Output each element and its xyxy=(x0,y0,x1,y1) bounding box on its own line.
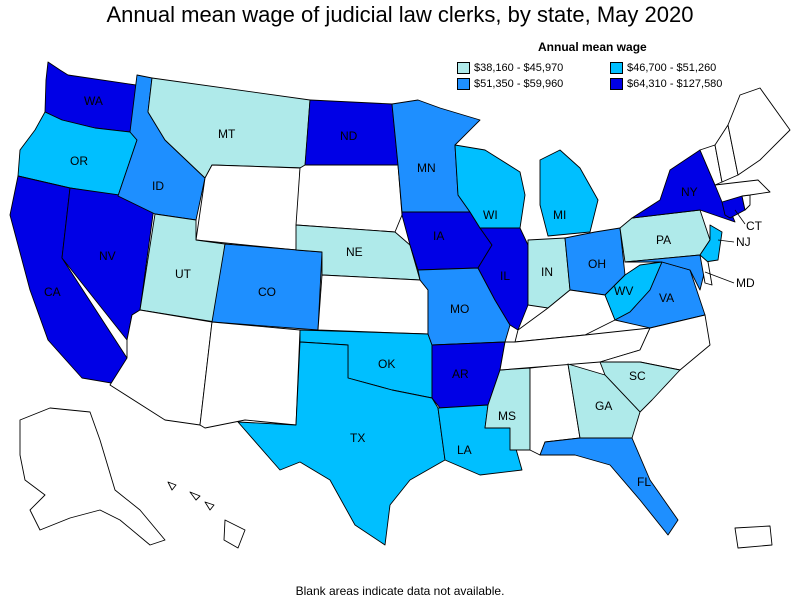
legend-item-2: $46,700 - $51,260 xyxy=(610,62,716,74)
state-mi[interactable] xyxy=(539,149,599,237)
label-tx: TX xyxy=(350,431,365,445)
label-mi: MI xyxy=(553,208,566,222)
label-ne: NE xyxy=(346,245,363,259)
legend-label-4: $64,310 - $127,580 xyxy=(627,78,723,90)
state-wy[interactable] xyxy=(195,164,301,251)
state-ga[interactable] xyxy=(567,363,641,439)
legend-swatch-4 xyxy=(610,78,623,90)
label-wi: WI xyxy=(483,208,498,222)
label-ct: CT xyxy=(746,219,763,233)
label-il: IL xyxy=(500,269,510,283)
state-ma[interactable] xyxy=(714,179,771,203)
footnote: Blank areas indicate data not available. xyxy=(295,584,505,598)
label-co: CO xyxy=(258,285,276,299)
state-fl[interactable] xyxy=(539,437,679,536)
leader-ct xyxy=(734,209,746,225)
label-oh: OH xyxy=(588,257,606,271)
state-nm[interactable] xyxy=(199,321,301,429)
label-nv: NV xyxy=(99,249,116,263)
legend-item-1: $38,160 - $45,970 xyxy=(457,62,563,74)
label-ny: NY xyxy=(681,185,698,199)
legend-label-2: $46,700 - $51,260 xyxy=(627,62,717,74)
label-ut: UT xyxy=(175,267,192,281)
state-ak[interactable] xyxy=(19,407,166,546)
label-la: LA xyxy=(457,443,472,457)
label-mn: MN xyxy=(417,161,436,175)
label-fl: FL xyxy=(637,475,651,489)
legend-item-3: $51,350 - $59,960 xyxy=(457,78,563,90)
leader-nj xyxy=(717,239,735,243)
label-nd: ND xyxy=(340,129,358,143)
state-pr[interactable] xyxy=(734,525,773,549)
legend-title: Annual mean wage xyxy=(538,40,647,54)
state-sd[interactable] xyxy=(295,164,403,233)
label-ga: GA xyxy=(595,399,612,413)
label-ia: IA xyxy=(433,229,444,243)
legend-swatch-2 xyxy=(610,62,623,74)
legend-label-1: $38,160 - $45,970 xyxy=(474,62,564,74)
legend-item-4: $64,310 - $127,580 xyxy=(610,78,722,90)
state-hi[interactable] xyxy=(167,481,246,549)
label-wv: WV xyxy=(614,284,633,298)
legend-label-3: $51,350 - $59,960 xyxy=(474,78,564,90)
state-tx[interactable] xyxy=(237,341,446,546)
legend-swatch-1 xyxy=(457,62,470,74)
label-in: IN xyxy=(541,265,553,279)
label-ok: OK xyxy=(378,357,395,371)
leader-md xyxy=(704,271,735,284)
label-va: VA xyxy=(659,291,674,305)
state-il[interactable] xyxy=(477,227,529,331)
label-nj: NJ xyxy=(736,235,751,249)
label-mo: MO xyxy=(450,302,469,316)
label-id: ID xyxy=(152,179,164,193)
label-wa: WA xyxy=(84,94,103,108)
label-ms: MS xyxy=(498,409,516,423)
label-pa: PA xyxy=(656,233,671,247)
state-ks[interactable] xyxy=(317,274,429,335)
label-ca: CA xyxy=(44,285,61,299)
label-mt: MT xyxy=(218,127,236,141)
state-me[interactable] xyxy=(727,87,791,176)
map-title: Annual mean wage of judicial law clerks,… xyxy=(106,2,694,27)
label-sc: SC xyxy=(629,369,646,383)
label-md: MD xyxy=(736,276,755,290)
label-ar: AR xyxy=(452,367,469,381)
legend-swatch-3 xyxy=(457,78,470,90)
label-or: OR xyxy=(70,154,88,168)
state-de[interactable] xyxy=(699,254,713,286)
